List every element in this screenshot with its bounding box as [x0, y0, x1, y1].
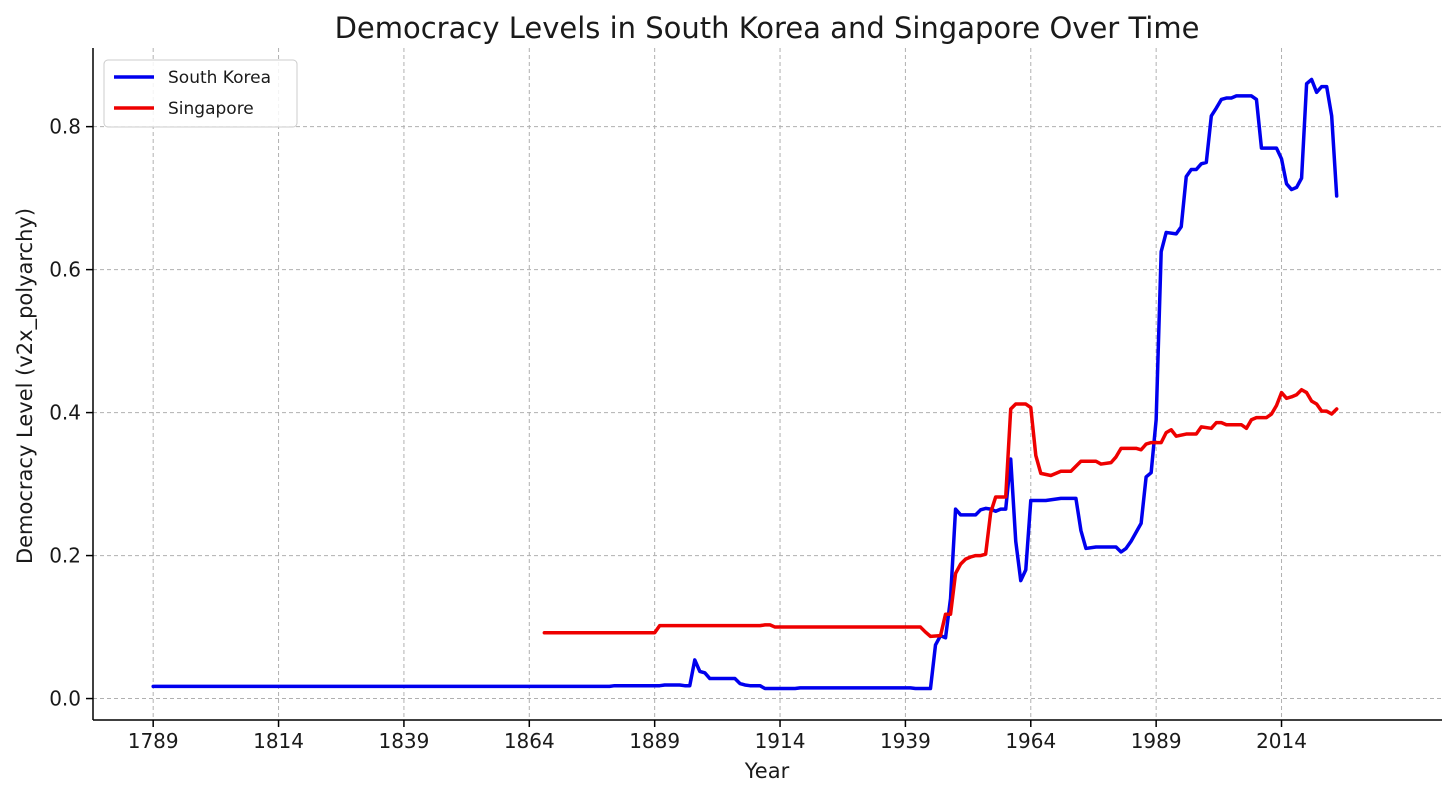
- x-tick-label: 1939: [880, 729, 931, 753]
- series-layer: [151, 77, 1339, 691]
- y-tick-label: 0.0: [49, 687, 81, 711]
- x-axis-label: Year: [744, 759, 790, 783]
- chart-title: Democracy Levels in South Korea and Sing…: [335, 11, 1200, 45]
- legend-label-south-korea: South Korea: [168, 68, 271, 88]
- x-tick-label: 1914: [755, 729, 806, 753]
- x-tick-label: 1839: [378, 729, 429, 753]
- x-tick-label: 1789: [128, 729, 179, 753]
- y-axis-ticks: 0.0 0.2 0.4 0.6 0.8: [49, 115, 93, 711]
- legend-label-singapore: Singapore: [168, 99, 254, 119]
- x-tick-label: 1889: [629, 729, 680, 753]
- series-line-singapore: [542, 387, 1339, 639]
- x-axis-ticks: 1789 1814 1839 1864 1889 1914 1939 1964 1989 2014: [128, 720, 1307, 753]
- x-tick-label: 1989: [1131, 729, 1182, 753]
- x-tick-label: 1814: [253, 729, 304, 753]
- y-tick-label: 0.4: [49, 401, 81, 425]
- x-tick-label: 2014: [1256, 729, 1307, 753]
- legend: South Korea Singapore: [103, 59, 298, 128]
- x-tick-label: 1864: [504, 729, 555, 753]
- series-line-south-korea: [151, 77, 1339, 691]
- grid: [93, 48, 1442, 720]
- y-tick-label: 0.8: [49, 115, 81, 139]
- x-tick-label: 1964: [1005, 729, 1056, 753]
- y-tick-label: 0.2: [49, 544, 81, 568]
- y-tick-label: 0.6: [49, 258, 81, 282]
- y-axis-label: Democracy Level (v2x_polyarchy): [13, 208, 38, 564]
